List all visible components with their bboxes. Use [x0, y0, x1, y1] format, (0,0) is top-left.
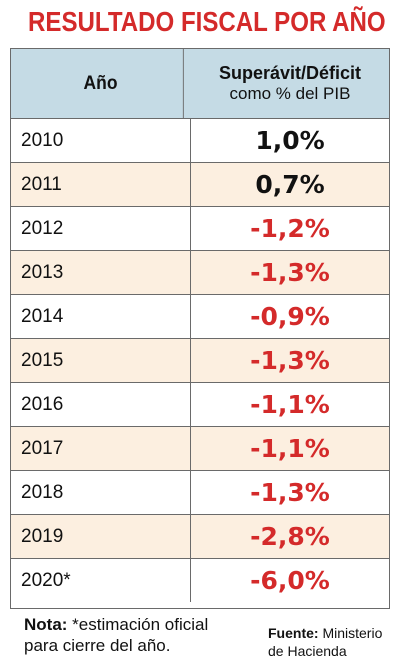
row-year: 2014	[11, 295, 191, 338]
row-value: -1,3%	[191, 251, 389, 294]
header-value: Superávit/Déficit como % del PIB	[191, 49, 389, 118]
row-value: -0,9%	[191, 295, 389, 338]
footnote: Nota: *estimación oficial para cierre de…	[24, 614, 234, 656]
table-row: 2013 -1,3%	[11, 251, 389, 295]
page-title: RESULTADO FISCAL POR AÑO	[28, 4, 372, 40]
table-header: Año Superávit/Déficit como % del PIB	[11, 49, 389, 119]
row-value: 0,7%	[191, 163, 389, 206]
table-row: 2018 -1,3%	[11, 471, 389, 515]
table-row: 2012 -1,2%	[11, 207, 389, 251]
row-year: 2018	[11, 471, 191, 514]
table-row: 2019 -2,8%	[11, 515, 389, 559]
row-value: -1,2%	[191, 207, 389, 250]
row-value: -1,1%	[191, 427, 389, 470]
row-year: 2012	[11, 207, 191, 250]
table-row: 2010 1,0%	[11, 119, 389, 163]
row-year: 2017	[11, 427, 191, 470]
header-value-line1: Superávit/Déficit	[191, 63, 389, 84]
row-value: 1,0%	[191, 119, 389, 162]
table-row: 2017 -1,1%	[11, 427, 389, 471]
table-row: 2011 0,7%	[11, 163, 389, 207]
table-row: 2020* -6,0%	[11, 559, 389, 603]
row-year: 2010	[11, 119, 191, 162]
row-year: 2020*	[11, 559, 191, 602]
fiscal-result-table: Año Superávit/Déficit como % del PIB 201…	[10, 48, 390, 609]
table-row: 2016 -1,1%	[11, 383, 389, 427]
row-value: -6,0%	[191, 559, 389, 602]
row-year: 2016	[11, 383, 191, 426]
footnote-label: Nota:	[24, 615, 67, 634]
row-value: -1,3%	[191, 471, 389, 514]
row-year: 2019	[11, 515, 191, 558]
row-year: 2013	[11, 251, 191, 294]
header-value-line2: como % del PIB	[191, 84, 389, 104]
row-year: 2011	[11, 163, 191, 206]
table-row: 2015 -1,3%	[11, 339, 389, 383]
header-year: Año	[18, 49, 184, 118]
row-value: -2,8%	[191, 515, 389, 558]
row-value: -1,3%	[191, 339, 389, 382]
row-year: 2015	[11, 339, 191, 382]
source-label: Fuente:	[268, 625, 319, 641]
row-value: -1,1%	[191, 383, 389, 426]
table-row: 2014 -0,9%	[11, 295, 389, 339]
source-credit: Fuente: Ministerio de Hacienda	[268, 624, 388, 660]
